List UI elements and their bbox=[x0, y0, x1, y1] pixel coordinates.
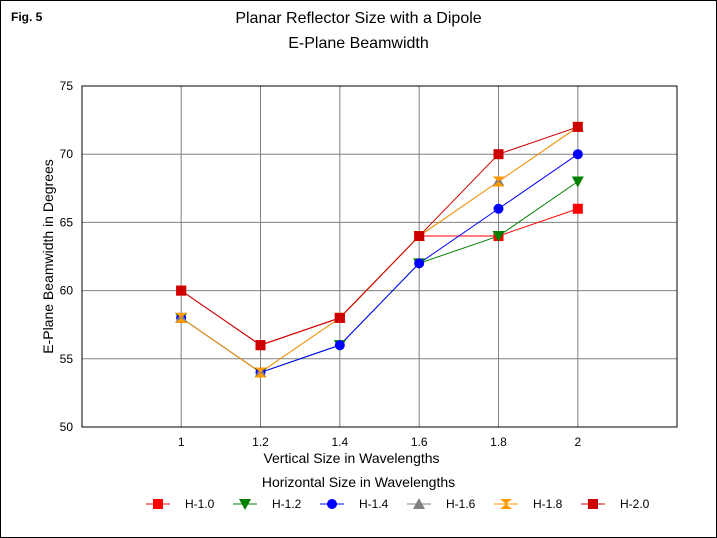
chart-title: Planar Reflector Size with a Dipole bbox=[235, 10, 482, 27]
data-point bbox=[492, 176, 505, 187]
legend-marker bbox=[153, 499, 163, 509]
y-tick-label: 70 bbox=[60, 147, 74, 161]
legend-marker bbox=[500, 499, 512, 509]
data-point bbox=[571, 176, 584, 188]
y-tick-label: 50 bbox=[60, 420, 74, 434]
data-point bbox=[334, 340, 345, 351]
data-point bbox=[572, 203, 583, 214]
x-tick-label: 1.2 bbox=[252, 435, 269, 449]
plot-border bbox=[81, 85, 678, 428]
data-point bbox=[254, 367, 267, 378]
x-axis-label: Vertical Size in Wavelengths bbox=[263, 450, 439, 466]
chart-subtitle: E-Plane Beamwidth bbox=[288, 35, 429, 52]
legend-marker bbox=[239, 499, 251, 510]
data-point bbox=[493, 203, 504, 214]
x-tick-label: 1.6 bbox=[411, 435, 428, 449]
x-tick-label: 1.4 bbox=[331, 435, 348, 449]
x-tick-label: 1.8 bbox=[490, 435, 507, 449]
y-tick-label: 65 bbox=[60, 215, 74, 229]
data-point bbox=[255, 340, 266, 351]
legend-label: H-2.0 bbox=[620, 497, 650, 511]
data-point bbox=[175, 312, 188, 323]
legend-label: H-1.2 bbox=[272, 497, 302, 511]
legend-label: H-1.8 bbox=[533, 497, 563, 511]
legend-marker bbox=[413, 498, 425, 509]
y-tick-label: 55 bbox=[60, 352, 74, 366]
data-point bbox=[572, 149, 583, 160]
data-point bbox=[493, 149, 504, 160]
data-point bbox=[414, 231, 425, 242]
legend-label: H-1.6 bbox=[446, 497, 476, 511]
y-tick-label: 60 bbox=[60, 284, 74, 298]
data-point bbox=[414, 258, 425, 269]
x-tick-label: 2 bbox=[574, 435, 581, 449]
legend-label: H-1.0 bbox=[185, 497, 215, 511]
data-point bbox=[176, 285, 187, 296]
y-axis-label: E-Plane Beamwidth in Degrees bbox=[40, 159, 56, 354]
legend-marker bbox=[588, 499, 598, 509]
legend-title: Horizontal Size in Wavelengths bbox=[261, 474, 456, 490]
data-point bbox=[334, 312, 345, 323]
figure-label: Fig. 5 bbox=[11, 10, 43, 24]
y-tick-label: 75 bbox=[60, 79, 74, 93]
x-tick-label: 1 bbox=[178, 435, 185, 449]
plot-background bbox=[82, 86, 677, 427]
legend-label: H-1.4 bbox=[359, 497, 389, 511]
data-point bbox=[492, 231, 505, 243]
data-point bbox=[572, 121, 583, 132]
legend-marker bbox=[327, 499, 337, 509]
series-line-h-2-0 bbox=[180, 126, 578, 346]
